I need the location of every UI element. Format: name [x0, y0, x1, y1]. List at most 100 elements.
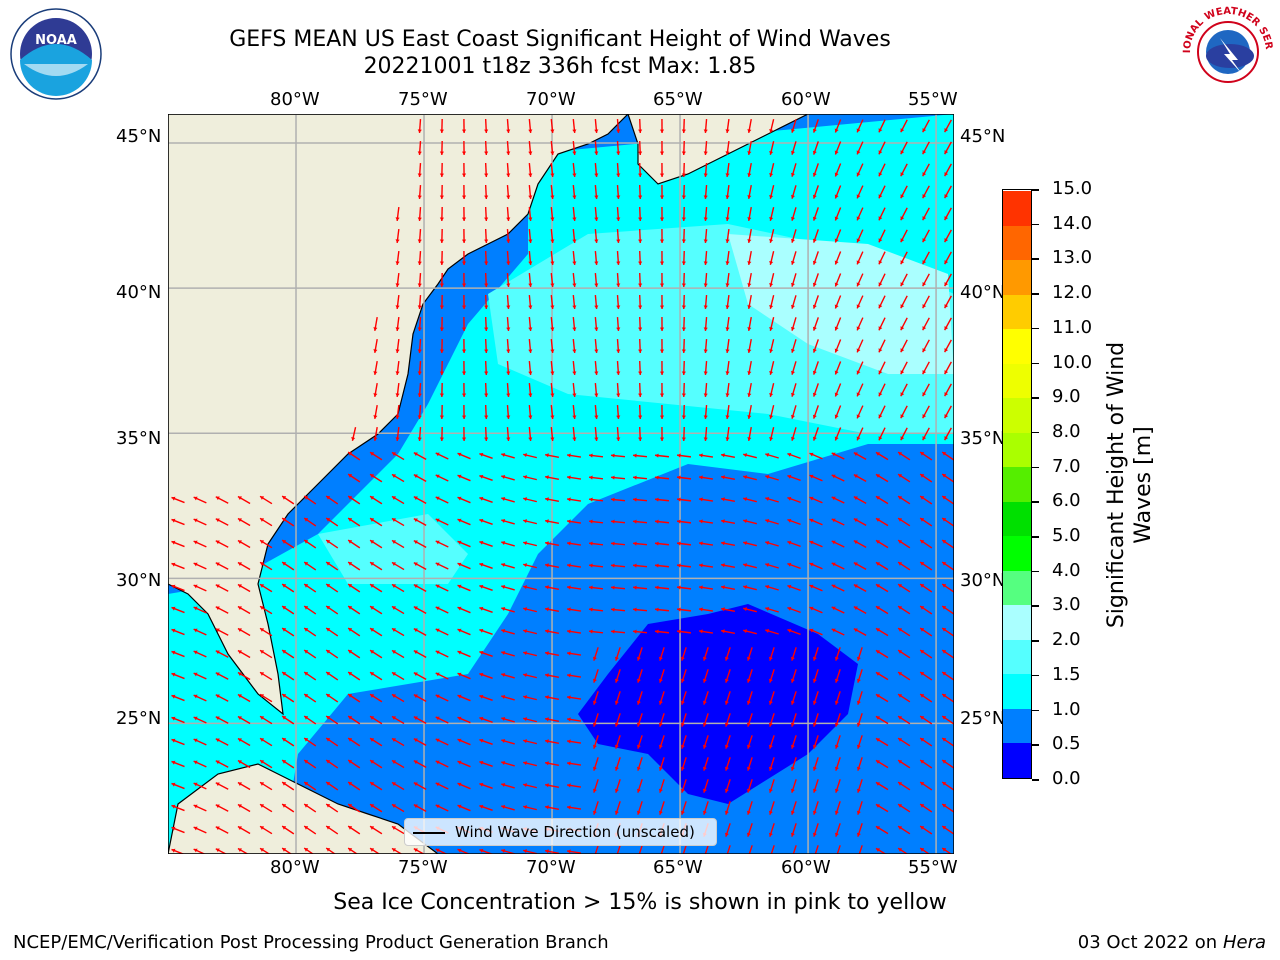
wave-direction-arrowhead	[171, 760, 176, 765]
wave-direction-arrowhead	[809, 584, 814, 589]
wave-direction-arrowhead	[501, 651, 506, 655]
wave-direction-arrowhead	[215, 738, 220, 743]
wave-direction-arrowhead	[417, 151, 422, 155]
wave-direction-arrowhead	[413, 716, 418, 721]
wave-direction-arrowhead	[834, 326, 839, 331]
wave-direction-arrowhead	[725, 437, 730, 441]
wave-direction-arrowhead	[348, 782, 353, 786]
wave-direction-arrowhead	[501, 541, 506, 545]
wave-direction-arrowhead	[567, 717, 571, 722]
wave-direction-arrowhead	[633, 475, 637, 480]
wave-direction-arrowhead	[435, 760, 440, 765]
wave-direction-arrowhead	[484, 393, 489, 397]
wave-direction-arrowhead	[812, 810, 817, 815]
wave-direction-arrowhead	[592, 656, 597, 661]
wave-direction-arrowhead	[171, 584, 176, 589]
wave-direction-arrowhead	[747, 195, 752, 199]
wave-direction-arrowhead	[348, 628, 353, 632]
wave-direction-arrowhead	[636, 810, 641, 815]
wave-direction-arrowhead	[878, 304, 883, 309]
wave-direction-arrowhead	[282, 606, 287, 610]
wave-direction-arrowhead	[457, 628, 462, 633]
wave-direction-arrowhead	[193, 826, 198, 831]
wave-direction-arrowhead	[677, 541, 681, 546]
wave-direction-arrowhead	[658, 656, 663, 661]
wave-direction-arrowhead	[567, 519, 571, 524]
wave-direction-arrowhead	[659, 195, 665, 199]
wave-direction-arrowhead	[616, 349, 621, 353]
wave-direction-arrowhead	[920, 452, 925, 456]
wave-direction-arrowhead	[260, 716, 265, 720]
wind-wave-arrows	[171, 118, 954, 854]
wave-direction-arrowhead	[681, 129, 686, 133]
wave-direction-arrowhead	[484, 349, 489, 353]
wave-direction-arrowhead	[787, 628, 792, 633]
wave-direction-arrowhead	[439, 129, 444, 133]
wave-direction-arrowhead	[550, 305, 555, 309]
wave-direction-arrowhead	[875, 496, 880, 500]
wave-direction-arrowhead	[282, 848, 287, 852]
wave-direction-arrowhead	[898, 672, 903, 676]
wave-direction-arrowhead	[791, 436, 795, 441]
wave-direction-arrowhead	[900, 436, 905, 441]
wave-direction-arrowhead	[922, 172, 927, 177]
wave-direction-arrowhead	[856, 260, 861, 265]
wave-direction-arrowhead	[791, 194, 795, 199]
wave-direction-arrowhead	[572, 195, 577, 199]
wave-direction-arrowhead	[834, 832, 839, 837]
wave-direction-arrowhead	[747, 415, 752, 419]
wave-direction-arrowhead	[461, 371, 467, 375]
colorbar-segment	[1003, 708, 1031, 744]
wave-direction-arrowhead	[812, 656, 817, 661]
wave-direction-arrowhead	[875, 826, 880, 830]
wave-direction-arrowhead	[791, 282, 795, 287]
wave-direction-arrow	[748, 845, 753, 854]
wave-direction-arrowhead	[831, 518, 836, 523]
wave-direction-arrowhead	[898, 738, 903, 742]
sea-ice-note: Sea Ice Concentration > 15% is shown in …	[333, 890, 947, 915]
wave-direction-arrowhead	[831, 628, 836, 633]
wave-direction-arrowhead	[942, 826, 947, 830]
wave-direction-arrowhead	[680, 744, 685, 749]
wave-direction-arrowhead	[395, 261, 400, 265]
wave-direction-arrowhead	[922, 238, 927, 243]
wave-direction-arrowhead	[680, 678, 685, 683]
wave-direction-arrowhead	[878, 216, 883, 221]
wave-direction-arrowhead	[703, 173, 708, 177]
wave-direction-arrowhead	[944, 348, 949, 353]
colorbar-tick-label: 9.0	[1052, 386, 1081, 408]
wave-direction-arrowhead	[326, 650, 331, 654]
wave-direction-arrowhead	[659, 239, 665, 243]
wave-direction-arrowhead	[920, 848, 925, 852]
wave-direction-arrowhead	[791, 172, 795, 177]
wave-direction-arrowhead	[856, 238, 861, 243]
wave-direction-arrowhead	[856, 150, 861, 155]
wave-direction-arrowhead	[875, 562, 880, 566]
wave-direction-arrowhead	[920, 628, 925, 632]
lon-tick-bottom: 55°W	[908, 857, 958, 878]
wave-direction-arrowhead	[528, 217, 533, 221]
wave-direction-arrowhead	[370, 716, 375, 720]
wave-direction-arrowhead	[282, 650, 287, 654]
wave-direction-arrowhead	[550, 151, 555, 155]
wave-direction-arrowhead	[282, 540, 287, 544]
wave-direction-arrowhead	[435, 562, 440, 567]
wave-direction-arrowhead	[370, 496, 375, 500]
wave-direction-arrow	[616, 845, 621, 854]
wave-direction-arrowhead	[611, 453, 615, 458]
wave-direction-arrowhead	[348, 452, 353, 456]
wave-direction-arrowhead	[506, 415, 511, 419]
wave-direction-arrowhead	[435, 496, 440, 501]
wave-direction-arrowhead	[898, 650, 903, 654]
map-panel[interactable]: Wind Wave Direction (unscaled)	[168, 114, 954, 854]
wave-direction-arrowhead	[856, 678, 861, 683]
wave-direction-arrowhead	[479, 496, 484, 501]
wave-direction-arrowhead	[171, 826, 176, 831]
wave-direction-arrowhead	[658, 788, 663, 793]
wave-direction-arrowhead	[589, 453, 593, 458]
wave-direction-arrowhead	[395, 371, 400, 375]
wave-direction-arrowhead	[878, 348, 883, 353]
wave-direction-arrowhead	[461, 415, 467, 419]
wave-direction-arrowhead	[900, 304, 905, 309]
wave-direction-arrowhead	[812, 150, 817, 155]
